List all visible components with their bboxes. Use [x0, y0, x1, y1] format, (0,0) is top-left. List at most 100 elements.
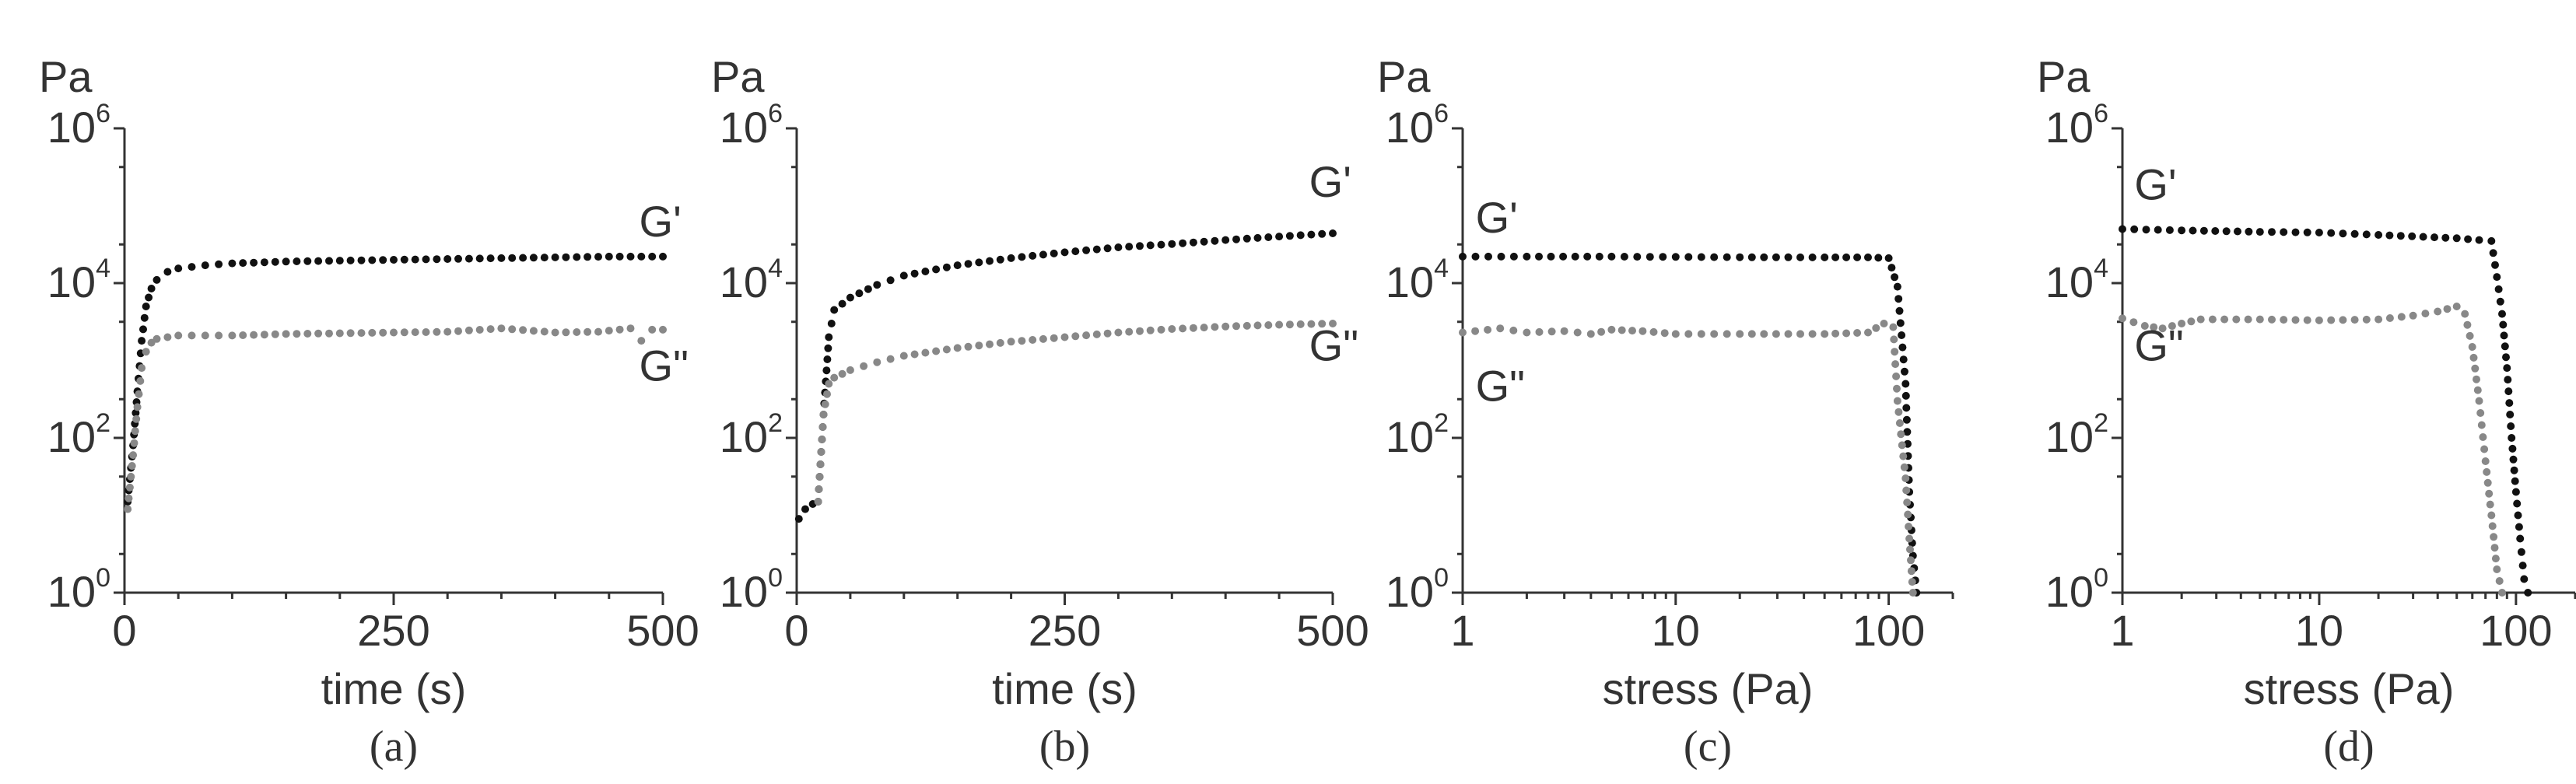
data-point — [1872, 324, 1880, 332]
data-point — [508, 325, 517, 334]
data-point — [822, 366, 831, 375]
data-point — [1874, 254, 1883, 262]
data-point — [1211, 236, 1219, 245]
series-label: G' — [2134, 160, 2176, 209]
data-point — [1736, 330, 1744, 338]
data-point — [1901, 474, 1910, 482]
data-point — [1892, 372, 1901, 380]
data-point — [1179, 324, 1187, 333]
data-point — [390, 256, 398, 264]
data-point — [659, 325, 667, 334]
data-point — [1103, 329, 1112, 338]
data-point — [2481, 457, 2490, 465]
data-point — [964, 260, 973, 268]
data-point — [1018, 253, 1026, 261]
data-point — [2509, 455, 2518, 464]
data-point — [152, 275, 161, 284]
data-point — [626, 324, 635, 333]
data-point — [2234, 227, 2241, 236]
data-point — [1264, 233, 1273, 241]
data-point — [1318, 229, 1327, 238]
data-point — [346, 256, 355, 264]
data-point — [2130, 225, 2139, 233]
data-point — [1189, 324, 1197, 332]
y-tick-label: 102 — [1386, 408, 1449, 461]
data-point — [411, 328, 419, 337]
data-point — [816, 460, 825, 468]
data-point — [1796, 330, 1804, 338]
data-point — [2464, 235, 2473, 243]
data-point — [1157, 240, 1165, 249]
data-point — [1168, 240, 1176, 248]
data-point — [1125, 327, 1134, 336]
data-point — [1894, 408, 1903, 416]
data-point — [2503, 364, 2511, 373]
data-point — [815, 485, 823, 493]
data-point — [818, 436, 826, 443]
data-point — [838, 369, 846, 378]
y-tick-label: 104 — [720, 254, 783, 306]
data-point — [486, 254, 495, 263]
data-point — [1029, 251, 1037, 260]
data-point — [1903, 499, 1912, 506]
data-point — [1471, 252, 1480, 261]
x-tick-label: 0 — [112, 606, 136, 655]
data-point — [1747, 253, 1756, 261]
data-point — [975, 341, 983, 350]
data-point — [282, 330, 290, 338]
data-point — [1772, 330, 1780, 338]
data-point — [422, 328, 430, 336]
data-point — [873, 358, 881, 366]
data-point — [2187, 317, 2196, 326]
data-point — [325, 257, 333, 265]
y-tick-label: 104 — [1386, 254, 1449, 306]
data-point — [379, 328, 387, 337]
data-point — [794, 515, 803, 523]
data-point — [801, 505, 809, 513]
data-point — [2280, 228, 2288, 236]
x-tick-label: 100 — [2480, 606, 2552, 655]
data-point — [2178, 226, 2186, 235]
data-point — [2520, 575, 2529, 583]
data-point — [1264, 321, 1273, 329]
data-point — [1595, 252, 1603, 261]
data-point — [846, 366, 854, 374]
data-point — [271, 330, 279, 338]
data-point — [2434, 307, 2442, 316]
data-point — [368, 256, 377, 264]
data-point — [2507, 422, 2515, 430]
data-point — [293, 330, 301, 338]
series-g-double-prime: G" — [124, 324, 689, 513]
data-point — [1559, 252, 1568, 261]
data-point — [2168, 322, 2176, 331]
data-point — [1221, 322, 1230, 331]
data-point — [1547, 327, 1556, 336]
data-point — [163, 333, 172, 341]
series-label: G' — [640, 197, 682, 246]
data-point — [1898, 441, 1906, 450]
data-point — [1071, 247, 1080, 256]
data-point — [2452, 303, 2461, 310]
data-point — [1136, 327, 1144, 335]
data-point — [823, 355, 832, 363]
data-point — [910, 350, 919, 359]
data-point — [648, 252, 657, 261]
data-point — [1146, 326, 1155, 334]
data-point — [2486, 500, 2494, 509]
data-point — [2477, 421, 2486, 429]
data-point — [2315, 316, 2323, 324]
data-point — [293, 257, 301, 265]
data-point — [2255, 228, 2264, 236]
data-point — [2496, 297, 2504, 306]
data-point — [1821, 253, 1829, 261]
data-point — [615, 252, 624, 261]
data-point — [2495, 577, 2504, 585]
data-point — [133, 403, 142, 411]
data-point — [2327, 229, 2336, 237]
data-point — [2154, 226, 2162, 234]
data-point — [1571, 252, 1579, 261]
data-point — [1784, 253, 1793, 261]
data-point — [129, 451, 138, 460]
data-point — [1902, 404, 1911, 412]
data-point — [1904, 510, 1912, 519]
